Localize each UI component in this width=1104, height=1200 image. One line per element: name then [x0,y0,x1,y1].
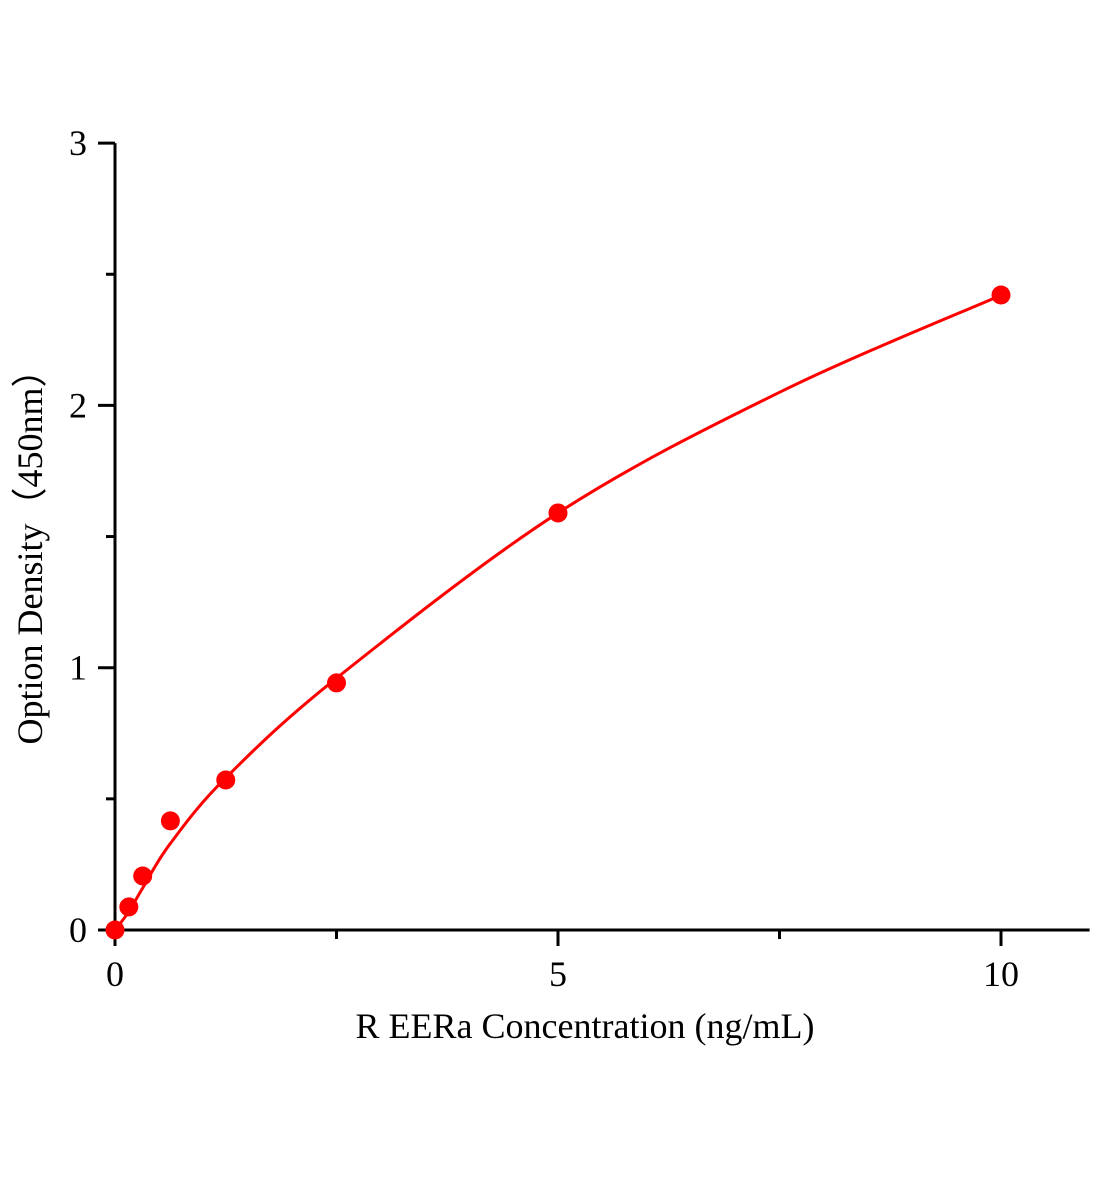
data-point [160,811,180,831]
x-tick-label: 0 [106,954,124,994]
y-tick-label: 2 [69,385,87,425]
data-points [105,285,1011,940]
x-tick-label: 10 [983,954,1019,994]
data-point [105,920,125,940]
axes [98,141,1090,946]
y-axis-label: Option Density（450nm） [10,352,50,745]
data-point [216,770,236,790]
fit-curve [113,293,1002,931]
data-point [991,285,1011,305]
y-tick-label: 0 [69,910,87,950]
x-tick-label: 5 [549,954,567,994]
tick-labels: 0 5 10 0 1 2 3 [69,123,1019,994]
data-point [327,673,346,693]
y-tick-label: 1 [69,648,87,688]
data-point [133,866,153,886]
y-tick-label: 3 [69,123,87,163]
data-point [548,503,568,523]
x-axis-label: R EERa Concentration (ng/mL) [356,1006,815,1046]
data-point [119,897,139,917]
